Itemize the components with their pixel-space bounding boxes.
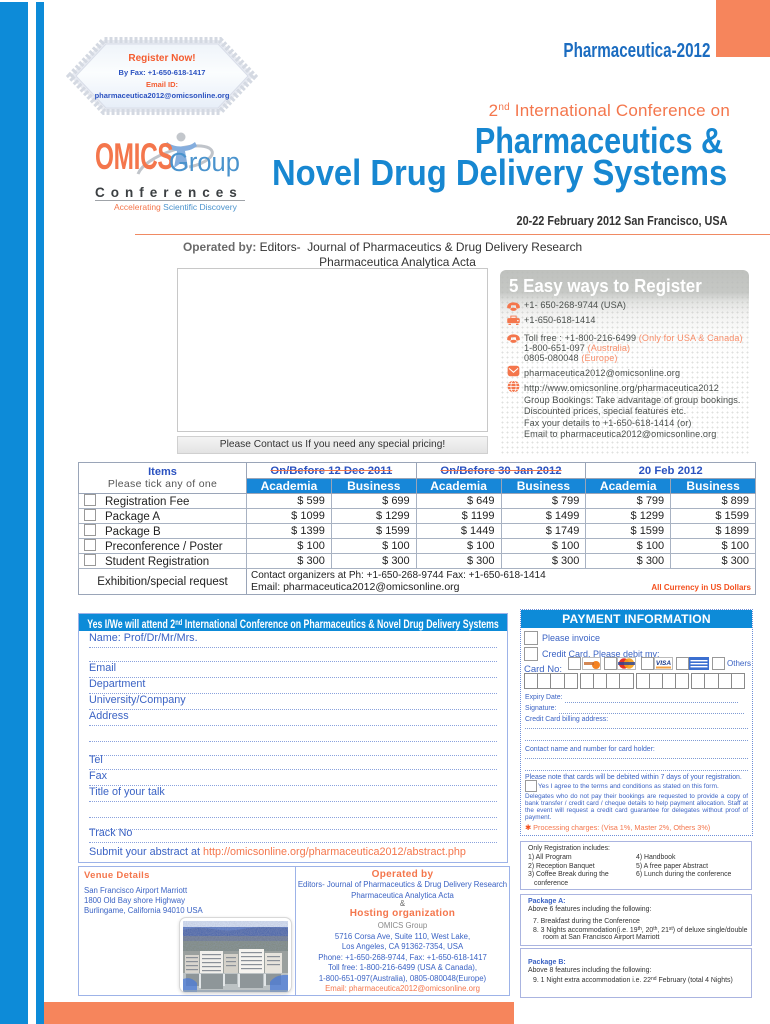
svg-text:VISA: VISA [656, 660, 671, 667]
